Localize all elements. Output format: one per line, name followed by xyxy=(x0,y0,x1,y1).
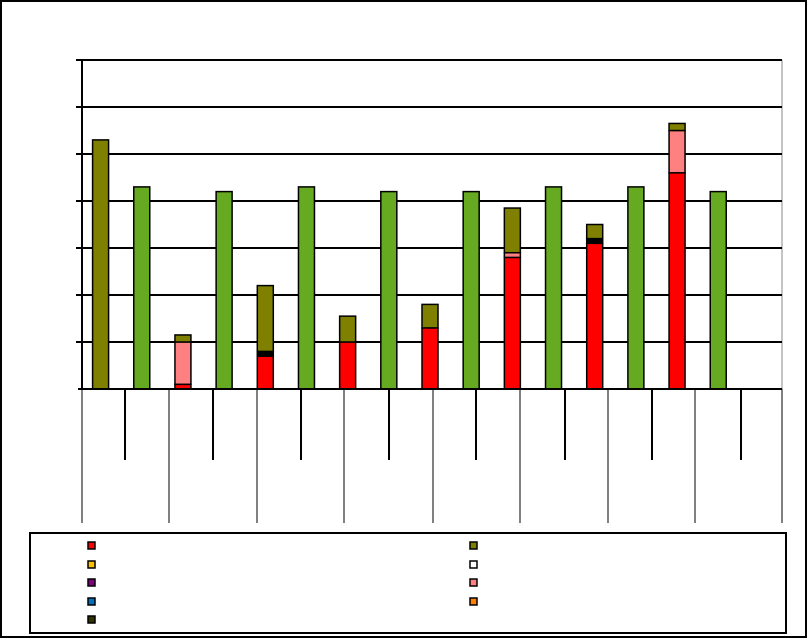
bar-segment xyxy=(585,223,604,240)
legend-swatch xyxy=(87,597,96,606)
bar-segment xyxy=(421,327,439,390)
bar-segment xyxy=(462,190,480,390)
bar-segment xyxy=(297,186,316,390)
bar-segment xyxy=(585,242,604,390)
legend-swatch xyxy=(87,578,96,587)
bar-segment xyxy=(627,186,645,390)
bar-segment xyxy=(338,315,357,343)
legend-swatch xyxy=(469,541,478,550)
legend-swatch xyxy=(87,615,96,624)
bar-segment xyxy=(503,207,522,254)
bar-segment xyxy=(503,256,522,390)
bar-segment xyxy=(668,129,686,174)
bar-segment xyxy=(709,190,727,390)
bar-segment xyxy=(174,334,192,343)
legend-swatch xyxy=(469,560,478,569)
bar-segment xyxy=(544,186,563,390)
bar-segment xyxy=(380,190,398,390)
legend-swatch xyxy=(469,597,478,606)
legend-swatch xyxy=(87,541,96,550)
bar-segment xyxy=(668,122,686,132)
legend-box xyxy=(29,532,787,634)
bar-segment xyxy=(256,284,275,353)
bar-segment xyxy=(421,303,439,329)
legend-swatch xyxy=(87,560,96,569)
bar-segment xyxy=(256,355,275,390)
bar-segment xyxy=(668,172,686,390)
bar-segment xyxy=(133,186,151,390)
legend-swatch xyxy=(469,578,478,587)
bar-segment xyxy=(338,341,357,390)
bar-segment xyxy=(91,139,110,390)
bar-segment xyxy=(174,341,192,386)
bar-segment xyxy=(215,190,233,390)
